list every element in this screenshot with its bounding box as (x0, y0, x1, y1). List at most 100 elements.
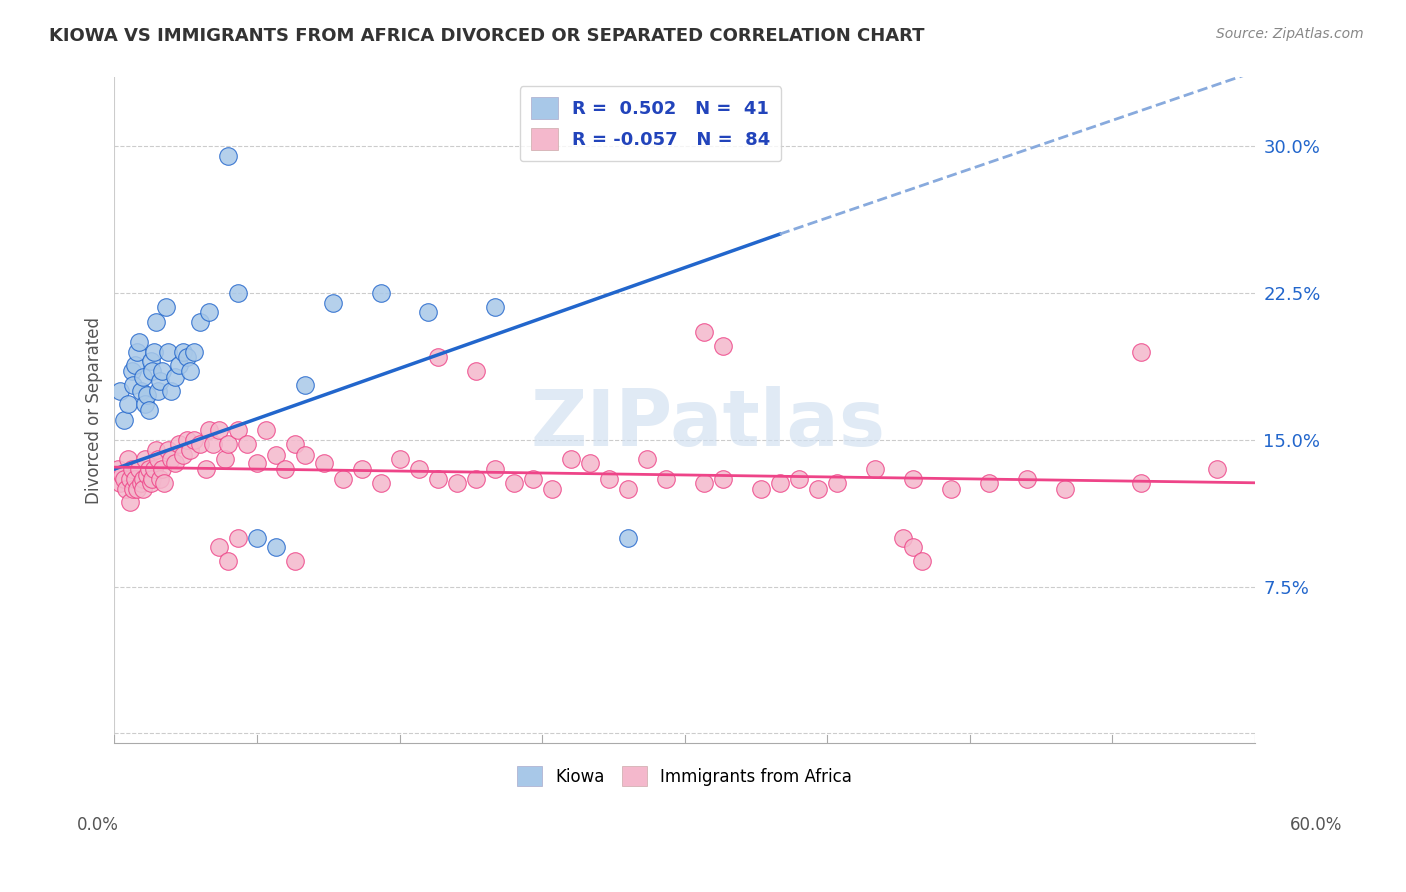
Point (484, 300, 506, 314)
Point (179, 364, 201, 378)
Point (226, 423, 249, 437)
Point (121, 364, 143, 378)
Point (484, 462, 506, 476)
Point (294, 449, 316, 463)
Point (312, 456, 335, 470)
Text: Source: ZipAtlas.com: Source: ZipAtlas.com (1216, 27, 1364, 41)
Point (426, 351, 449, 365)
Point (769, 475, 792, 490)
Point (114, 482, 136, 496)
Point (112, 472, 135, 486)
Point (150, 364, 173, 378)
Point (284, 554, 307, 568)
Point (202, 436, 225, 450)
Point (149, 472, 172, 486)
Point (198, 423, 221, 437)
Point (693, 325, 716, 339)
Point (145, 315, 167, 329)
Point (138, 462, 160, 476)
Point (128, 334, 150, 349)
Text: ZIPatlas: ZIPatlas (530, 385, 884, 462)
Point (1129, 344, 1152, 359)
Point (160, 384, 183, 398)
Point (787, 472, 810, 486)
Point (155, 300, 177, 314)
Point (891, 531, 914, 545)
Point (160, 452, 183, 467)
Point (108, 384, 131, 398)
Point (108, 475, 131, 490)
Point (117, 452, 139, 467)
Point (226, 531, 249, 545)
Point (127, 344, 149, 359)
Point (156, 442, 179, 457)
Point (863, 462, 886, 476)
Point (188, 436, 211, 450)
Point (135, 467, 157, 482)
Point (134, 452, 156, 467)
Point (1206, 462, 1229, 476)
Point (616, 531, 638, 545)
Point (172, 344, 194, 359)
Point (111, 467, 134, 482)
Point (134, 397, 156, 411)
Point (416, 305, 439, 319)
Point (502, 475, 524, 490)
Point (118, 495, 141, 509)
Point (156, 344, 179, 359)
Point (145, 442, 167, 457)
Point (711, 339, 734, 353)
Point (522, 472, 544, 486)
Legend: Kiowa, Immigrants from Africa: Kiowa, Immigrants from Africa (509, 758, 860, 795)
Point (129, 475, 152, 490)
Point (214, 452, 236, 467)
Point (825, 475, 848, 490)
Point (408, 462, 430, 476)
Point (217, 149, 239, 163)
Point (143, 344, 166, 359)
Point (426, 472, 449, 486)
Point (107, 462, 129, 476)
Point (246, 456, 269, 470)
Point (1015, 472, 1038, 486)
Point (183, 344, 205, 359)
Point (636, 452, 658, 467)
Point (540, 482, 562, 496)
Point (139, 475, 162, 490)
Point (176, 351, 198, 365)
Point (172, 449, 194, 463)
Point (1129, 475, 1152, 490)
Point (132, 370, 155, 384)
Point (901, 472, 924, 486)
Point (127, 482, 149, 496)
Point (350, 462, 373, 476)
Point (117, 397, 139, 411)
Point (167, 359, 190, 373)
Text: KIOWA VS IMMIGRANTS FROM AFRICA DIVORCED OR SEPARATED CORRELATION CHART: KIOWA VS IMMIGRANTS FROM AFRICA DIVORCED… (49, 27, 925, 45)
Point (284, 436, 307, 450)
Point (464, 364, 486, 378)
Point (132, 482, 155, 496)
Point (183, 433, 205, 447)
Point (124, 359, 146, 373)
Point (179, 442, 201, 457)
Point (616, 482, 638, 496)
Point (217, 436, 239, 450)
Y-axis label: Divorced or Separated: Divorced or Separated (86, 317, 103, 504)
Point (246, 531, 269, 545)
Point (167, 436, 190, 450)
Point (578, 456, 600, 470)
Point (911, 554, 934, 568)
Point (598, 472, 620, 486)
Point (132, 472, 155, 486)
Point (124, 472, 146, 486)
Point (388, 452, 411, 467)
Point (118, 472, 141, 486)
Point (464, 472, 486, 486)
Point (176, 433, 198, 447)
Point (121, 462, 143, 476)
Point (146, 452, 169, 467)
Point (711, 472, 734, 486)
Point (129, 384, 152, 398)
Point (217, 554, 239, 568)
